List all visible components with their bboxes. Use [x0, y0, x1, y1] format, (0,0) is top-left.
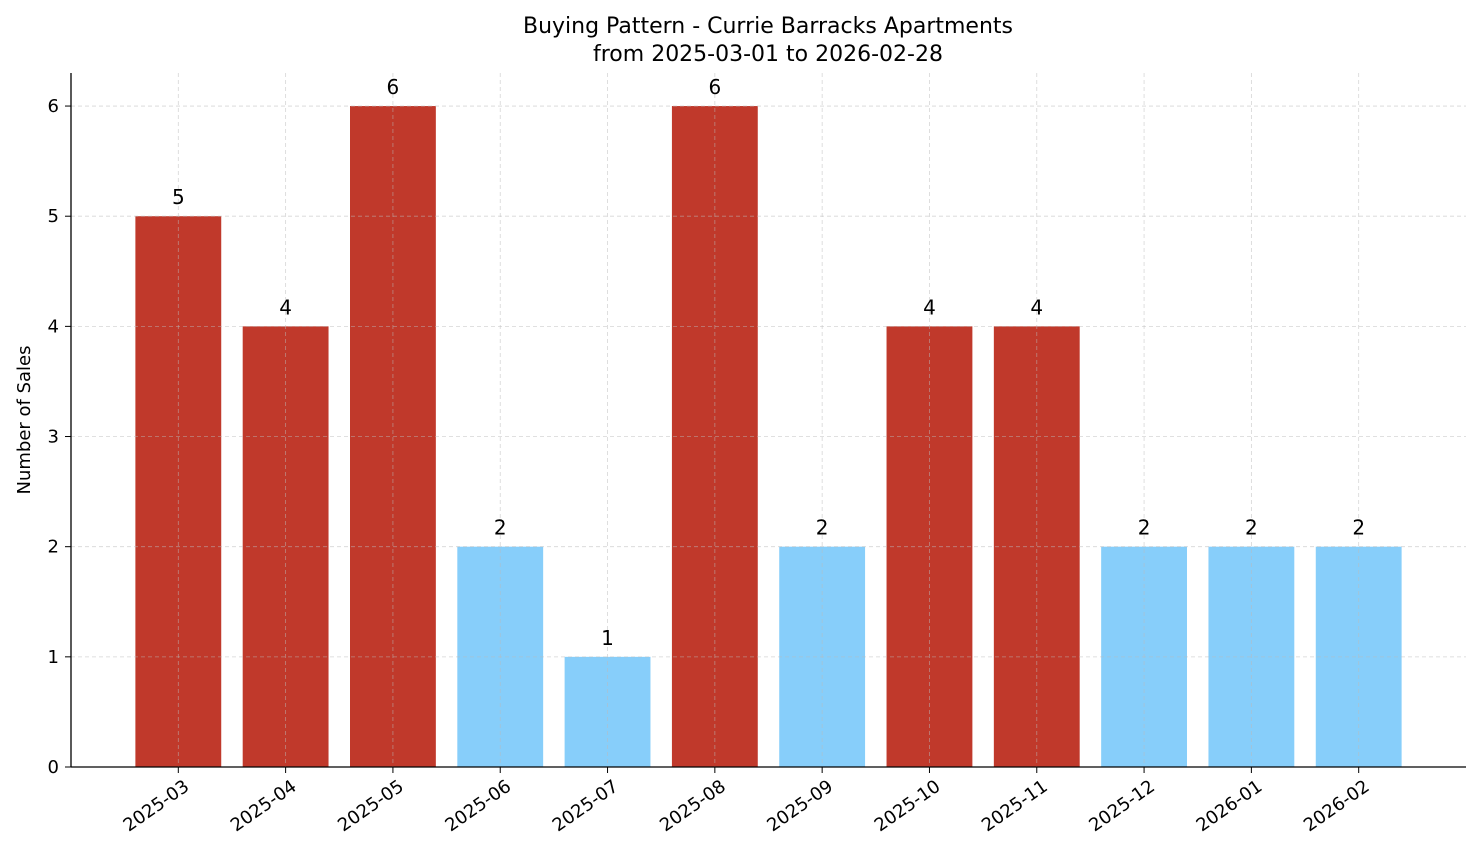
data-label-2025-05: 6 [387, 75, 400, 99]
chart-title: Buying Pattern - Currie Barracks Apartme… [523, 14, 1013, 39]
data-label-2025-08: 6 [708, 75, 721, 99]
x-tick-label: 2025-12 [1085, 776, 1159, 836]
x-tick-label: 2025-08 [656, 776, 730, 836]
y-tick-label: 6 [48, 96, 59, 117]
x-tick-label: 2025-05 [334, 776, 408, 836]
chart-subtitle: from 2025-03-01 to 2026-02-28 [593, 42, 943, 67]
y-tick-label: 5 [48, 206, 59, 227]
data-label-2025-10: 4 [923, 295, 936, 319]
data-label-2025-09: 2 [816, 516, 829, 540]
y-axis-label: Number of Sales [14, 345, 35, 494]
y-tick-label: 1 [48, 647, 59, 668]
data-label-2026-01: 2 [1245, 516, 1258, 540]
x-tick-label: 2025-07 [549, 776, 623, 836]
x-tick-label: 2025-04 [227, 776, 301, 836]
y-tick-label: 2 [48, 537, 59, 558]
data-label-2025-06: 2 [494, 516, 507, 540]
data-label-2025-11: 4 [1030, 295, 1043, 319]
data-labels: 5 4 6 2 1 6 2 4 4 2 2 2 [172, 75, 1365, 650]
y-tick-label: 3 [48, 427, 59, 448]
data-label-2025-12: 2 [1138, 516, 1151, 540]
x-tick-label: 2025-11 [978, 776, 1052, 836]
x-tick-label: 2025-10 [871, 776, 945, 836]
data-label-2025-03: 5 [172, 185, 185, 209]
x-tick-label: 2026-01 [1193, 776, 1267, 836]
x-tick-label: 2025-06 [441, 776, 515, 836]
data-label-2025-04: 4 [279, 295, 292, 319]
y-tick-label: 4 [48, 316, 59, 337]
data-label-2026-02: 2 [1352, 516, 1365, 540]
x-tick-label: 2025-03 [120, 776, 194, 836]
x-tick-label: 2025-09 [763, 776, 837, 836]
data-label-2025-07: 1 [601, 626, 614, 650]
y-tick-label: 0 [48, 757, 59, 778]
x-tick-label: 2026-02 [1300, 776, 1374, 836]
